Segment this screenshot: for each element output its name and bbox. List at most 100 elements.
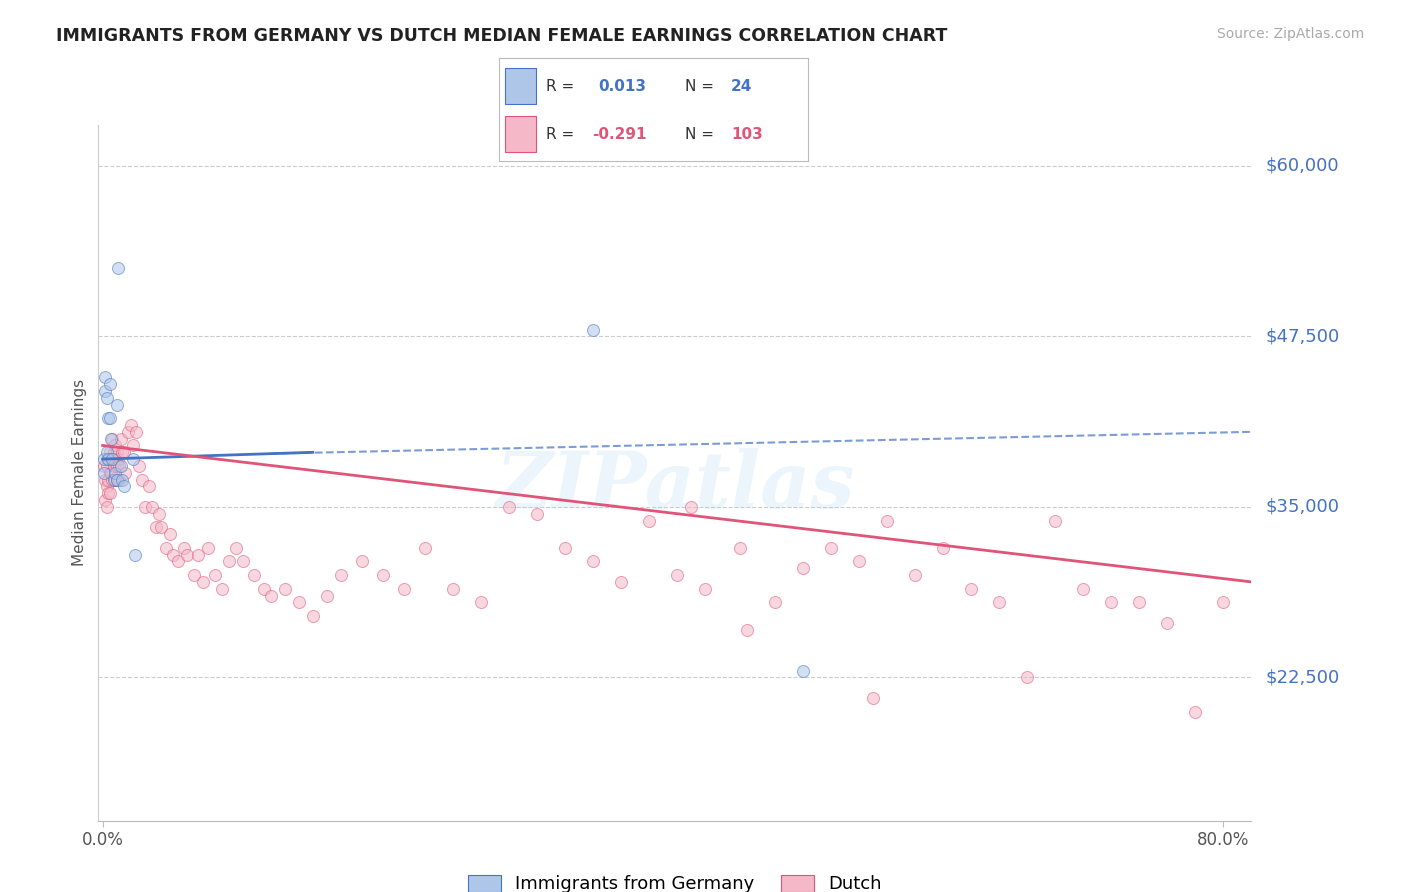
Text: $22,500: $22,500 bbox=[1265, 668, 1340, 687]
Point bbox=[315, 589, 337, 603]
Text: -0.291: -0.291 bbox=[592, 127, 647, 142]
Point bbox=[728, 541, 751, 555]
Point bbox=[392, 582, 415, 596]
Point bbox=[104, 452, 127, 467]
Point bbox=[679, 500, 702, 514]
Point bbox=[932, 541, 955, 555]
Point bbox=[97, 473, 120, 487]
Point bbox=[105, 445, 128, 459]
Point bbox=[105, 473, 128, 487]
Point bbox=[98, 486, 121, 500]
Point bbox=[98, 466, 121, 480]
Point bbox=[287, 595, 309, 609]
Point bbox=[98, 377, 121, 392]
Point bbox=[94, 473, 117, 487]
Point bbox=[876, 514, 898, 528]
Point bbox=[105, 398, 128, 412]
Point bbox=[1184, 705, 1206, 719]
Point bbox=[582, 322, 605, 336]
Point bbox=[1099, 595, 1122, 609]
Point bbox=[329, 568, 352, 582]
Y-axis label: Median Female Earnings: Median Female Earnings bbox=[72, 379, 87, 566]
Point bbox=[96, 500, 118, 514]
Text: Source: ZipAtlas.com: Source: ZipAtlas.com bbox=[1216, 27, 1364, 41]
Point bbox=[101, 452, 124, 467]
Point bbox=[763, 595, 786, 609]
Point bbox=[253, 582, 276, 596]
Point bbox=[470, 595, 492, 609]
Text: 0.013: 0.013 bbox=[598, 78, 647, 94]
Point bbox=[176, 548, 198, 562]
Point bbox=[93, 466, 115, 480]
Point bbox=[638, 514, 661, 528]
Point bbox=[94, 370, 117, 384]
Point bbox=[610, 574, 633, 589]
Point bbox=[96, 391, 118, 405]
Point bbox=[260, 589, 283, 603]
Point bbox=[103, 445, 125, 459]
Point bbox=[204, 568, 226, 582]
Point bbox=[94, 384, 117, 398]
Point bbox=[107, 452, 129, 467]
Point bbox=[93, 458, 115, 473]
Point bbox=[103, 473, 125, 487]
Point bbox=[97, 452, 120, 467]
Point bbox=[960, 582, 983, 596]
Point bbox=[108, 473, 131, 487]
Point bbox=[108, 458, 131, 473]
Point bbox=[274, 582, 297, 596]
Point bbox=[218, 554, 240, 568]
Point bbox=[693, 582, 716, 596]
Point bbox=[554, 541, 576, 555]
Text: $47,500: $47,500 bbox=[1265, 327, 1340, 345]
Point bbox=[117, 425, 139, 439]
Point bbox=[97, 411, 120, 425]
Point bbox=[498, 500, 520, 514]
Point bbox=[582, 554, 605, 568]
Point bbox=[96, 445, 118, 459]
Point bbox=[124, 548, 146, 562]
Text: $35,000: $35,000 bbox=[1265, 498, 1340, 516]
Point bbox=[413, 541, 436, 555]
Point bbox=[100, 452, 122, 467]
Point bbox=[103, 458, 125, 473]
Text: R =: R = bbox=[546, 78, 574, 94]
Point bbox=[1017, 670, 1039, 684]
Point bbox=[125, 425, 148, 439]
Point bbox=[97, 486, 120, 500]
Point bbox=[96, 479, 118, 493]
Point bbox=[820, 541, 842, 555]
Point bbox=[104, 473, 127, 487]
Point bbox=[665, 568, 688, 582]
Point bbox=[134, 500, 156, 514]
Point bbox=[904, 568, 927, 582]
Point bbox=[111, 445, 134, 459]
Point bbox=[1212, 595, 1234, 609]
Point bbox=[159, 527, 181, 541]
Point bbox=[183, 568, 205, 582]
Point bbox=[167, 554, 190, 568]
Point bbox=[101, 473, 124, 487]
Point bbox=[107, 261, 129, 276]
Point bbox=[112, 445, 135, 459]
Point bbox=[350, 554, 373, 568]
Point bbox=[1128, 595, 1150, 609]
Point bbox=[173, 541, 195, 555]
Point bbox=[104, 438, 127, 452]
Bar bbox=[505, 117, 536, 153]
Point bbox=[187, 548, 209, 562]
Point bbox=[122, 452, 145, 467]
Text: 103: 103 bbox=[731, 127, 763, 142]
Point bbox=[148, 507, 170, 521]
Point bbox=[243, 568, 266, 582]
Point bbox=[792, 664, 814, 678]
Point bbox=[141, 500, 163, 514]
Point bbox=[441, 582, 464, 596]
Point bbox=[155, 541, 177, 555]
Point bbox=[122, 438, 145, 452]
Point bbox=[110, 432, 132, 446]
Point bbox=[138, 479, 160, 493]
Point bbox=[112, 479, 135, 493]
Point bbox=[131, 473, 153, 487]
Point bbox=[988, 595, 1011, 609]
